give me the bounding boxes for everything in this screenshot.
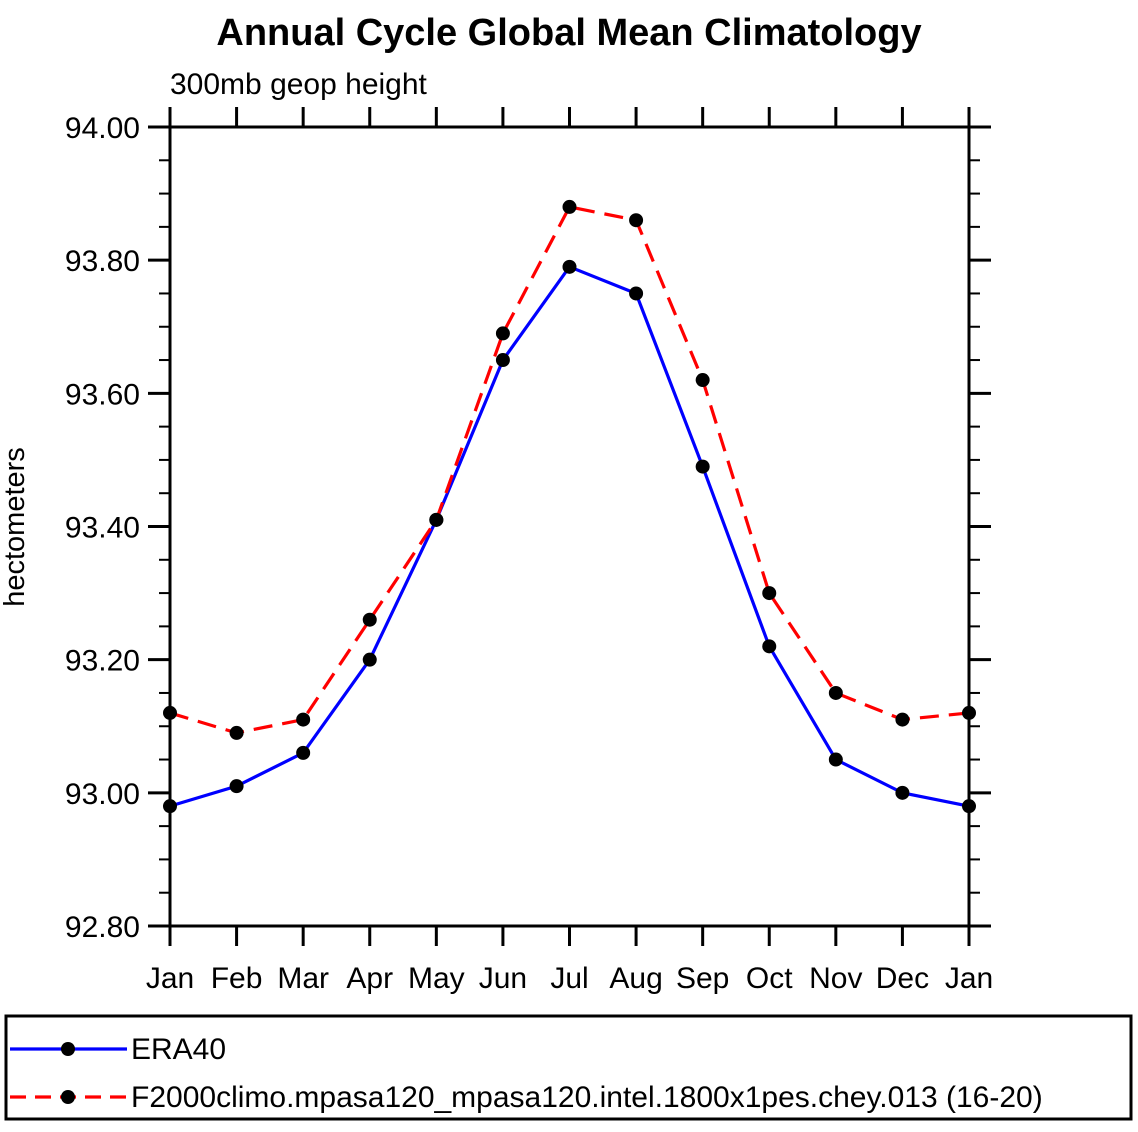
legend-entry-label-1: F2000climo.mpasa120_mpasa120.intel.1800x…: [131, 1081, 1043, 1114]
data-point-marker: [962, 799, 976, 814]
legend-entry-label-0: ERA40: [131, 1033, 226, 1066]
data-point-marker: [562, 199, 577, 214]
data-point-marker: [762, 586, 777, 601]
legend-box: [4, 1014, 1133, 1121]
data-point-marker: [495, 326, 510, 341]
data-point-marker: [362, 612, 377, 627]
y-axis-tick-label: 93.40: [65, 512, 140, 545]
data-point-marker: [895, 785, 910, 800]
x-axis-tick-label: Feb: [211, 962, 263, 995]
data-point-marker: [828, 752, 843, 767]
data-point-marker: [163, 705, 177, 720]
data-point-marker: [562, 259, 577, 274]
x-axis-tick-label: May: [408, 962, 465, 995]
data-point-marker: [163, 799, 177, 814]
y-axis-label: hectometers: [0, 447, 31, 607]
x-axis-tick-label: Mar: [277, 962, 329, 995]
data-point-marker: [962, 705, 976, 720]
data-point-marker: [495, 353, 510, 368]
x-axis-tick-label: Nov: [809, 962, 862, 995]
legend-marker-sample-0: [61, 1042, 75, 1056]
data-point-marker: [629, 213, 644, 228]
plot-axes: Jan Feb Mar Apr May Jun Jul Aug Sep Oct Nov Dec Jan9…: [65, 107, 993, 995]
x-axis-tick-label: Jun: [479, 962, 527, 995]
x-axis-tick-label: Jan: [146, 962, 194, 995]
x-axis-tick-label: Apr: [346, 962, 393, 995]
series-line-0: [169, 264, 970, 808]
data-point-marker: [296, 712, 311, 727]
x-axis-tick-label: Sep: [676, 962, 729, 995]
y-axis-tick-label: 93.80: [65, 245, 140, 278]
x-axis-tick-label: Oct: [746, 962, 793, 995]
data-point-marker: [362, 652, 377, 667]
x-axis-tick-label: Jul: [550, 962, 588, 995]
legend-marker-sample-1: [61, 1090, 75, 1104]
data-point-marker: [695, 373, 710, 388]
data-point-marker: [296, 745, 311, 760]
series-line-1: [169, 205, 970, 735]
legend: ERA40 F2000climo.mpasa120_mpasa120.intel.…: [4, 1014, 1133, 1121]
x-axis-tick-label: Jan: [945, 962, 993, 995]
data-point-marker: [828, 685, 843, 700]
y-axis-tick-label: 93.20: [65, 645, 140, 678]
data-point-marker: [629, 286, 644, 301]
x-axis-tick-label: Dec: [876, 962, 929, 995]
chart-subtitle: 300mb geop height: [170, 68, 428, 101]
y-axis-tick-label: 94.00: [65, 112, 140, 145]
data-point-marker: [695, 459, 710, 474]
data-point-marker: [229, 779, 244, 794]
x-axis-tick-label: Aug: [609, 962, 662, 995]
data-point-marker: [762, 639, 777, 654]
y-axis-tick-label: 93.60: [65, 378, 140, 411]
chart-title: Annual Cycle Global Mean Climatology: [216, 12, 921, 54]
data-point-marker: [229, 725, 244, 740]
plot-series: [163, 199, 976, 814]
y-axis-tick-label: 92.80: [65, 911, 140, 944]
y-axis-tick-label: 93.00: [65, 778, 140, 811]
data-point-marker: [429, 512, 444, 527]
data-point-marker: [895, 712, 910, 727]
plot-frame: [168, 125, 971, 928]
